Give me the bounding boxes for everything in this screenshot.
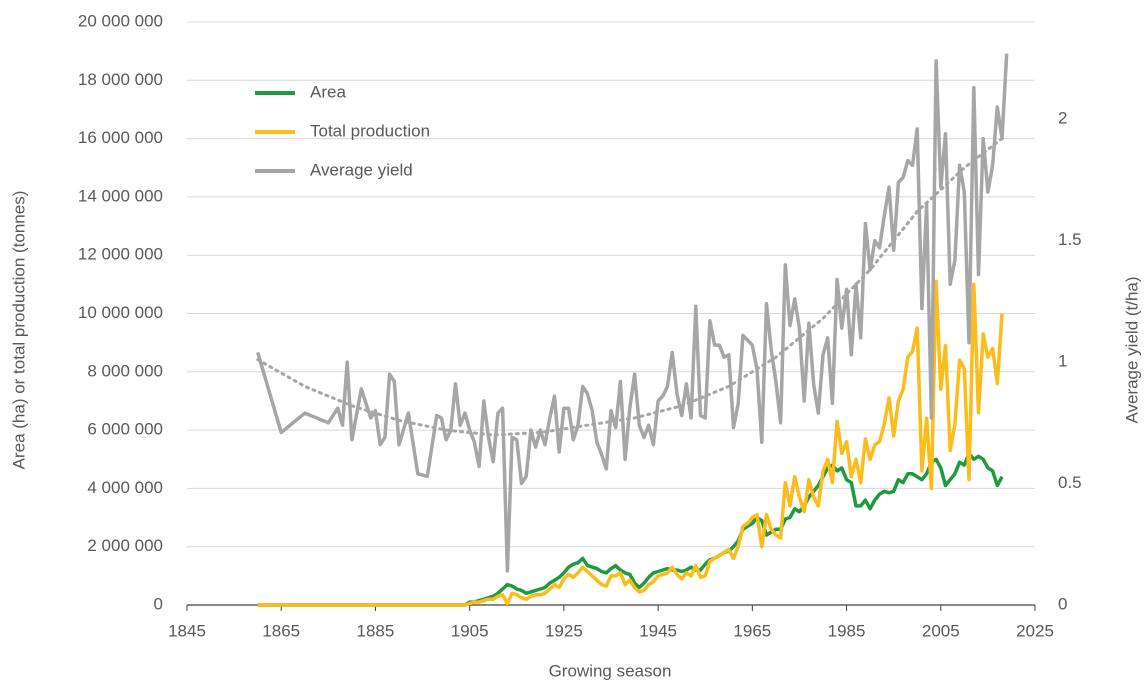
y-tick-label: 0 <box>154 594 163 613</box>
y-tick-label: 8 000 000 <box>87 361 163 380</box>
y2-tick-label: 1 <box>1058 352 1067 371</box>
x-axis-title: Growing season <box>549 661 672 680</box>
x-tick-label: 1945 <box>639 621 677 640</box>
y-axis-title: Area (ha) or total production (tonnes) <box>9 191 28 470</box>
x-tick-label: 1905 <box>451 621 489 640</box>
x-tick-label: 1985 <box>828 621 866 640</box>
y2-tick-label: 0 <box>1058 594 1067 613</box>
series-line <box>256 53 1009 573</box>
y2-tick-label: 0.5 <box>1058 473 1082 492</box>
legend-label: Total production <box>310 121 430 140</box>
y-tick-label: 14 000 000 <box>78 186 163 205</box>
y-tick-label: 4 000 000 <box>87 478 163 497</box>
x-tick-label: 1845 <box>168 621 206 640</box>
x-tick-label: 1925 <box>545 621 583 640</box>
y-tick-label: 12 000 000 <box>78 245 163 264</box>
legend-label: Average yield <box>310 160 413 179</box>
y-tick-label: 2 000 000 <box>87 536 163 555</box>
x-tick-label: 1965 <box>733 621 771 640</box>
trend-line <box>256 137 1004 437</box>
x-tick-label: 2005 <box>922 621 960 640</box>
y-tick-label: 10 000 000 <box>78 303 163 322</box>
x-tick-label: 2025 <box>1016 621 1054 640</box>
y2-tick-label: 1.5 <box>1058 230 1082 249</box>
legend-label: Area <box>310 82 346 101</box>
x-tick-label: 1865 <box>262 621 300 640</box>
y2-tick-label: 2 <box>1058 109 1067 128</box>
y-tick-label: 20 000 000 <box>78 11 163 30</box>
series-line <box>257 279 1004 607</box>
y2-axis-title: Average yield (t/ha) <box>1122 276 1141 423</box>
y-tick-label: 6 000 000 <box>87 420 163 439</box>
y-tick-label: 18 000 000 <box>78 70 163 89</box>
x-tick-label: 1885 <box>357 621 395 640</box>
y-tick-label: 16 000 000 <box>78 128 163 147</box>
